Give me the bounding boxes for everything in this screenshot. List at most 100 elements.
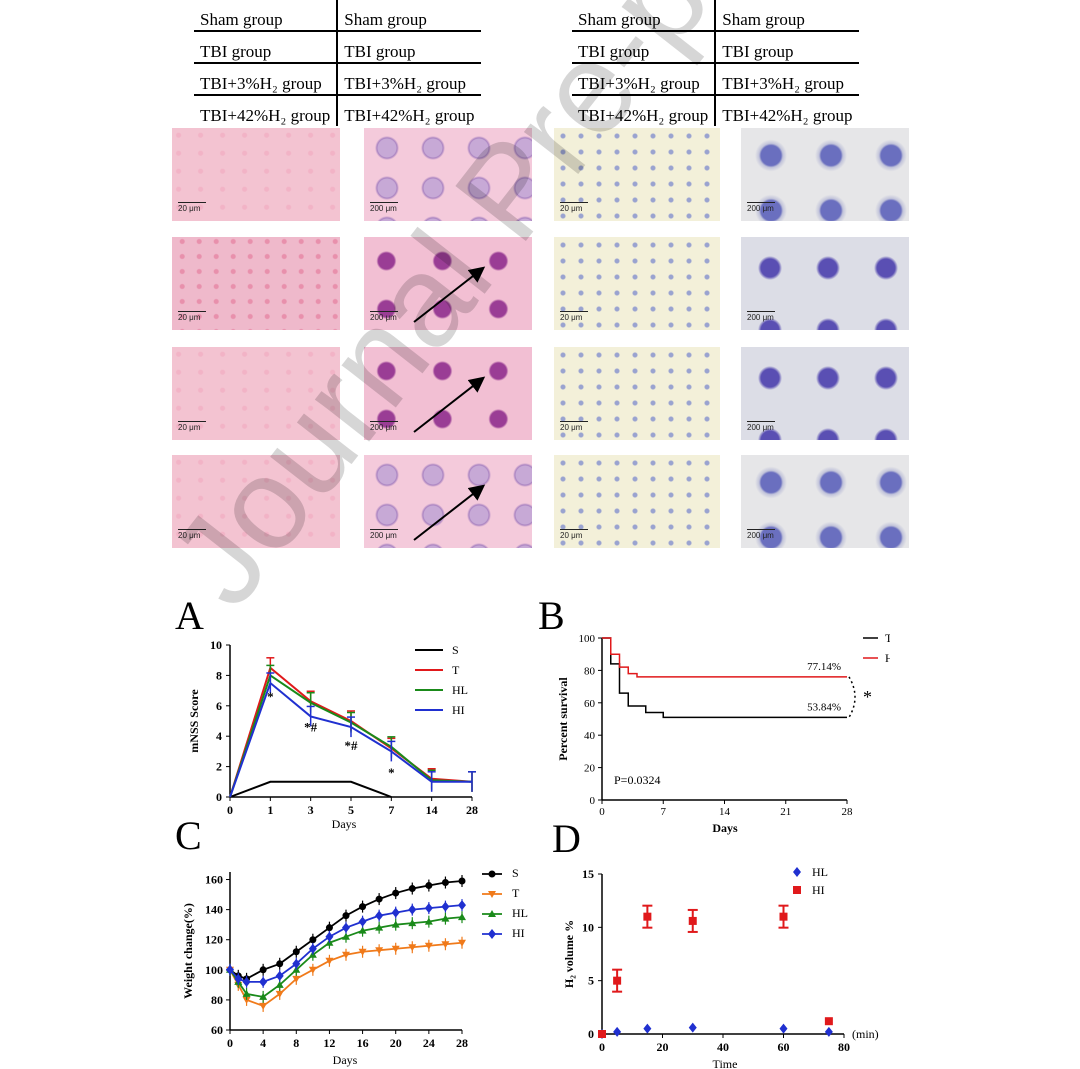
micrograph-r4-c3: 20 μm [554,455,720,548]
y-tick-label: 8 [216,668,222,682]
scale-bar: 200 μm [747,423,774,432]
series-line-hl [229,916,463,998]
data-point-hl [824,1026,833,1037]
data-point [458,939,466,947]
y-tick-label: 4 [216,729,222,743]
series-line-s [229,780,392,798]
data-point [358,948,367,956]
arrow-icon [413,484,486,541]
y-tick-label: 140 [205,903,223,917]
chart-c-weight: 60 80 100 120 140 160 0 4 8 12 16 20 24 28 Days Weight … [181,870,502,1067]
y-tick-label: 10 [582,920,594,934]
micrograph-r4-c4: 200 μm [741,455,909,548]
data-point [342,912,350,920]
significance-bracket [848,676,856,718]
data-point [308,943,317,954]
micrograph-r4-c2: 200 μm [364,455,532,548]
arrow-icon [413,266,486,323]
y-axis-label: Weight change(%) [181,903,195,999]
data-point [375,895,383,903]
scale-bar: 200 μm [747,204,774,213]
micrograph-r3-c3: 20 μm [554,347,720,440]
cell: TBI group [194,31,339,64]
data-point [458,913,466,921]
chart-a-mnss: 0 2 4 6 8 10 0 1 3 5 7 14 28 Days mNSS Score ST HL HI * *# *… [187,638,478,831]
y-axis-label: mNSS Score [187,689,201,753]
x-tick-label: 21 [780,806,791,818]
micrograph-r2-c3: 20 μm [554,237,720,330]
data-point [425,882,433,890]
panel-letter-c: C [175,813,202,858]
scale-bar: 200 μm [747,313,774,322]
x-tick-label: 16 [357,1036,369,1050]
y-tick-label: 6 [216,699,222,713]
legend-label-hl: HL [812,865,828,879]
significance-mark: * [267,689,274,704]
legend-marker [793,886,801,894]
data-point [375,910,384,921]
y-tick-label: 10 [210,638,222,652]
y-tick-label: 5 [588,974,594,988]
y-tick-label: 120 [205,933,223,947]
y-tick-label: 0 [588,1027,594,1041]
micrograph-r1-c2: 200 μm [364,128,532,221]
data-point-hl [643,1023,652,1034]
data-point [275,980,284,988]
legend-marker [488,910,496,917]
cell: TBI group [715,31,859,64]
y-tick-label: 15 [582,867,594,881]
cell: TBI+3%H₂ group [337,63,481,96]
y-tick-label: 80 [584,665,596,677]
x-tick-label: 0 [599,1040,605,1054]
data-point-hl [779,1023,788,1034]
legend-label-hi: HI [452,703,465,717]
y-tick-label: 0 [216,790,222,804]
y-axis-label: Percent survival [556,677,570,761]
significance-mark: * [388,765,395,780]
data-point [276,960,284,968]
data-point [342,932,350,940]
x-tick-label: 28 [456,1036,468,1050]
data-point [391,945,400,953]
data-point [441,941,450,949]
cell: TBI+42%H₂ group [344,106,475,125]
cell: TBI group [337,31,481,64]
x-axis-unit: (min) [852,1027,879,1041]
micrograph-r1-c4: 200 μm [741,128,909,221]
data-point-hi [613,976,622,985]
group-table-left: Sham group Sham group TBI group TBI group … [194,0,481,126]
chart-b-survival: 0 20 40 60 80 100 0 7 14 21 28 Days Percent survival… [556,631,890,835]
legend-marker [488,870,496,878]
cell: TBI group [572,31,717,64]
x-tick-label: 0 [227,1036,233,1050]
legend-label-hl: HL [452,683,468,697]
legend-label-t: T [452,663,460,677]
data-point [325,931,334,942]
scale-bar: 20 μm [560,421,588,432]
data-point [458,900,466,911]
y-tick-label: 0 [590,795,596,807]
chart-d-h2-volume: 0 5 10 15 0 20 40 60 80(min) Time H₂ volume % HL HI [562,865,879,1069]
scale-bar: 200 μm [370,313,397,322]
x-axis-label: Time [713,1057,738,1069]
data-point [358,926,367,934]
x-tick-label: 3 [308,803,314,817]
series-line-hi [229,904,463,983]
significance-mark: * [863,687,872,707]
cell: TBI+3%H₂ group [572,63,717,96]
survival-curve-t [602,637,847,719]
data-point [359,903,367,911]
y-tick-label: 60 [211,1023,223,1037]
data-point [375,923,384,931]
y-axis-label: H₂ volume % [562,920,576,988]
data-point [458,877,466,885]
data-point [259,992,268,1000]
x-axis-label: Days [333,1053,358,1067]
data-point [391,907,400,918]
data-point [375,947,384,955]
cell: TBI+3%H₂ group [194,63,339,96]
significance-mark: *# [345,738,359,753]
data-point [392,889,400,897]
legend-marker [793,867,801,877]
y-tick-label: 160 [205,873,223,887]
